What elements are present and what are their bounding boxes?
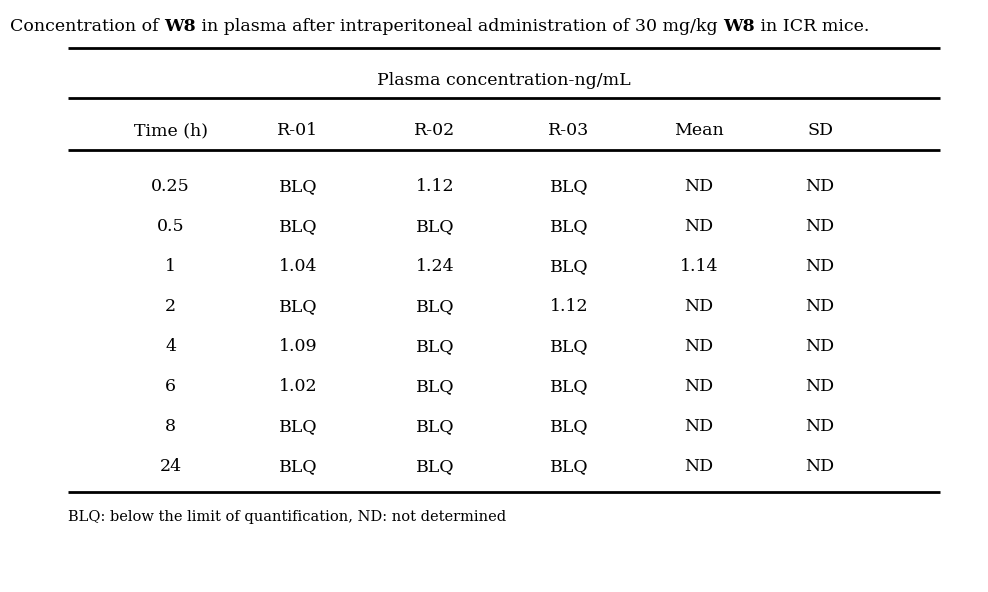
Text: BLQ: below the limit of quantification, ND: not determined: BLQ: below the limit of quantification, … bbox=[68, 510, 506, 524]
Text: BLQ: BLQ bbox=[279, 418, 317, 435]
Text: ND: ND bbox=[685, 298, 713, 315]
Text: BLQ: BLQ bbox=[416, 218, 454, 235]
Text: 1.02: 1.02 bbox=[279, 378, 317, 395]
Text: 1.24: 1.24 bbox=[416, 258, 454, 275]
Text: ND: ND bbox=[685, 378, 713, 395]
Text: R-02: R-02 bbox=[414, 122, 455, 139]
Text: ND: ND bbox=[805, 178, 835, 195]
Text: BLQ: BLQ bbox=[549, 418, 588, 435]
Text: Mean: Mean bbox=[674, 122, 724, 139]
Text: R-01: R-01 bbox=[278, 122, 318, 139]
Text: in plasma after intraperitoneal administration of 30 mg/kg: in plasma after intraperitoneal administ… bbox=[196, 18, 723, 35]
Text: ND: ND bbox=[805, 298, 835, 315]
Text: R-03: R-03 bbox=[548, 122, 590, 139]
Text: 2: 2 bbox=[165, 298, 176, 315]
Text: 6: 6 bbox=[165, 378, 176, 395]
Text: 1.04: 1.04 bbox=[279, 258, 317, 275]
Text: BLQ: BLQ bbox=[279, 218, 317, 235]
Text: ND: ND bbox=[805, 458, 835, 475]
Text: ND: ND bbox=[685, 418, 713, 435]
Text: ND: ND bbox=[805, 378, 835, 395]
Text: ND: ND bbox=[805, 258, 835, 275]
Text: BLQ: BLQ bbox=[416, 338, 454, 355]
Text: 1.12: 1.12 bbox=[416, 178, 454, 195]
Text: 1.12: 1.12 bbox=[549, 298, 588, 315]
Text: BLQ: BLQ bbox=[549, 378, 588, 395]
Text: 1.14: 1.14 bbox=[680, 258, 718, 275]
Text: BLQ: BLQ bbox=[279, 298, 317, 315]
Text: ND: ND bbox=[685, 458, 713, 475]
Text: 8: 8 bbox=[165, 418, 176, 435]
Text: in ICR mice.: in ICR mice. bbox=[755, 18, 868, 35]
Text: BLQ: BLQ bbox=[549, 258, 588, 275]
Text: BLQ: BLQ bbox=[416, 298, 454, 315]
Text: W8: W8 bbox=[164, 18, 196, 35]
Text: Time (h): Time (h) bbox=[133, 122, 207, 139]
Text: ND: ND bbox=[805, 218, 835, 235]
Text: 1.09: 1.09 bbox=[279, 338, 317, 355]
Text: ND: ND bbox=[685, 178, 713, 195]
Text: BLQ: BLQ bbox=[549, 178, 588, 195]
Text: BLQ: BLQ bbox=[549, 458, 588, 475]
Text: ND: ND bbox=[685, 338, 713, 355]
Text: BLQ: BLQ bbox=[416, 458, 454, 475]
Text: 0.25: 0.25 bbox=[151, 178, 190, 195]
Text: BLQ: BLQ bbox=[416, 418, 454, 435]
Text: 24: 24 bbox=[159, 458, 182, 475]
Text: 4: 4 bbox=[165, 338, 176, 355]
Text: BLQ: BLQ bbox=[279, 458, 317, 475]
Text: SD: SD bbox=[807, 122, 833, 139]
Text: BLQ: BLQ bbox=[279, 178, 317, 195]
Text: ND: ND bbox=[805, 418, 835, 435]
Text: 0.5: 0.5 bbox=[157, 218, 185, 235]
Text: W8: W8 bbox=[723, 18, 755, 35]
Text: BLQ: BLQ bbox=[549, 218, 588, 235]
Text: Plasma concentration-ng/mL: Plasma concentration-ng/mL bbox=[377, 72, 630, 89]
Text: Concentration of: Concentration of bbox=[10, 18, 164, 35]
Text: BLQ: BLQ bbox=[549, 338, 588, 355]
Text: 1: 1 bbox=[165, 258, 176, 275]
Text: ND: ND bbox=[685, 218, 713, 235]
Text: ND: ND bbox=[805, 338, 835, 355]
Text: BLQ: BLQ bbox=[416, 378, 454, 395]
